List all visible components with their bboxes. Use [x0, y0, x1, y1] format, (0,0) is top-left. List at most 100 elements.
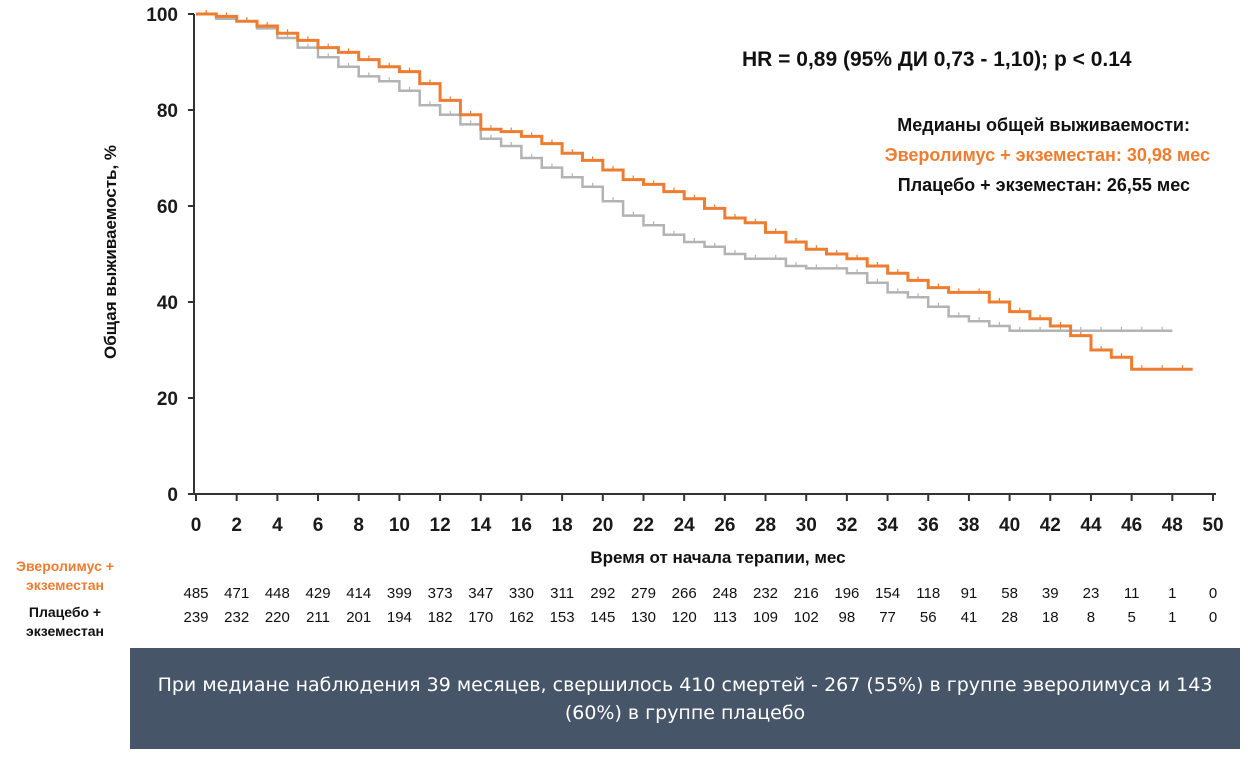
risk-row-label-placebo: Плацебо + экземестан: [26, 604, 104, 639]
risk-count: 279: [631, 585, 656, 602]
survival-curves: [196, 10, 1193, 371]
risk-count: 23: [1083, 585, 1100, 602]
risk-count: 77: [879, 609, 896, 626]
x-tick-label: 8: [353, 515, 364, 536]
risk-count: 145: [590, 609, 615, 626]
x-tick-label: 40: [999, 515, 1020, 536]
footer-summary: При медиане наблюдения 39 месяцев, сверш…: [130, 648, 1240, 749]
risk-count: 292: [590, 585, 615, 602]
y-tick-label: 60: [157, 197, 178, 218]
risk-count: 211: [306, 609, 330, 626]
x-tick-label: 50: [1202, 515, 1223, 536]
x-tick-label: 48: [1162, 515, 1183, 536]
x-tick-label: 46: [1121, 515, 1142, 536]
risk-count: 429: [306, 585, 331, 602]
risk-count: 347: [468, 585, 493, 602]
y-tick-label: 40: [157, 293, 178, 314]
x-tick-label: 16: [511, 515, 532, 536]
risk-count: 56: [920, 609, 937, 626]
x-tick-label: 20: [592, 515, 613, 536]
y-axis-title: Общая выживаемость, %: [101, 145, 120, 359]
y-tick-label: 20: [157, 389, 178, 410]
median-everolimus: Эверолимус + экземестан: 30,98 мес: [884, 145, 1210, 165]
x-tick-label: 14: [470, 515, 492, 536]
risk-row-everolimus: 485 471 448 429 414 399 373 347 330 311 292 279 266 2…: [183, 585, 1217, 602]
x-tick-label: 0: [191, 515, 202, 536]
risk-count: 399: [387, 585, 412, 602]
x-tick-label: 30: [796, 515, 817, 536]
risk-count: 28: [1001, 609, 1018, 626]
risk-count: 118: [916, 585, 940, 602]
risk-count: 220: [265, 609, 290, 626]
risk-count: 196: [834, 585, 859, 602]
risk-count: 471: [224, 585, 249, 602]
risk-count: 39: [1042, 585, 1059, 602]
y-tick-label: 0: [167, 485, 178, 506]
risk-count: 0: [1209, 585, 1217, 602]
x-tick-label: 10: [389, 515, 410, 536]
risk-count: 130: [631, 609, 656, 626]
risk-count: 11: [1124, 585, 1140, 602]
risk-count: 1: [1168, 609, 1176, 626]
x-tick-label: 4: [272, 515, 283, 536]
risk-count: 109: [753, 609, 778, 626]
risk-count: 154: [875, 585, 900, 602]
risk-count: 102: [794, 609, 819, 626]
risk-count: 448: [265, 585, 290, 602]
risk-count: 194: [387, 609, 412, 626]
risk-count: 1: [1168, 585, 1176, 602]
x-tick-label: 42: [1040, 515, 1061, 536]
median-placebo: Плацебо + экземестан: 26,55 мес: [897, 175, 1190, 195]
risk-count: 414: [346, 585, 371, 602]
risk-count: 248: [712, 585, 737, 602]
x-tick-label: 44: [1080, 515, 1102, 536]
risk-count: 266: [672, 585, 697, 602]
risk-count: 18: [1042, 609, 1059, 626]
footer-text: При медиане наблюдения 39 месяцев, сверш…: [157, 673, 1213, 724]
x-tick-label: 12: [430, 515, 451, 536]
x-tick-label: 18: [552, 515, 573, 536]
risk-row-label-everolimus: Эверолимус + экземестан: [16, 558, 114, 593]
everolimus-curve: [196, 12, 1193, 371]
risk-count: 232: [224, 609, 249, 626]
risk-row-placebo: 239 232 220 211 201 194 182 170 162 153 145 130 120 1…: [183, 609, 1217, 626]
y-tick-label: 80: [157, 101, 178, 122]
risk-count: 170: [468, 609, 493, 626]
risk-count: 162: [509, 609, 534, 626]
hazard-ratio-annotation: HR = 0,89 (95% ДИ 0,73 - 1,10); p < 0.14: [742, 48, 1132, 71]
risk-count: 239: [183, 609, 208, 626]
x-tick-label: 34: [877, 515, 899, 536]
x-tick-label: 36: [918, 515, 939, 536]
risk-count: 41: [961, 609, 978, 626]
risk-count: 182: [428, 609, 453, 626]
risk-count: 0: [1209, 609, 1217, 626]
x-tick-label: 28: [755, 515, 776, 536]
risk-count: 216: [794, 585, 819, 602]
risk-count: 311: [550, 585, 574, 602]
risk-count: 330: [509, 585, 534, 602]
risk-count: 232: [753, 585, 778, 602]
risk-count: 91: [961, 585, 978, 602]
y-axis-ticks: 0 20 40 60 80 100: [146, 5, 194, 506]
x-axis-title: Время от начала терапии, мес: [590, 548, 845, 567]
placebo-curve: [196, 12, 1173, 333]
risk-count: 153: [550, 609, 575, 626]
y-tick-label: 100: [146, 5, 178, 26]
x-tick-label: 32: [836, 515, 857, 536]
x-tick-label: 24: [674, 515, 696, 536]
risk-count: 113: [713, 609, 737, 626]
risk-count: 58: [1001, 585, 1018, 602]
risk-count: 485: [183, 585, 208, 602]
x-tick-label: 38: [958, 515, 979, 536]
risk-count: 201: [346, 609, 371, 626]
median-title: Медианы общей выживаемости:: [897, 115, 1190, 135]
risk-count: 5: [1127, 609, 1135, 626]
x-tick-label: 6: [313, 515, 324, 536]
risk-count: 98: [839, 609, 856, 626]
x-tick-label: 22: [633, 515, 654, 536]
x-axis-ticks: 0 2 4 6 8 10 12 14 16 18 20 22 24 26 28 30 32 34 36 38 40 42 4…: [191, 494, 1224, 536]
x-tick-label: 26: [714, 515, 735, 536]
x-tick-label: 2: [231, 515, 242, 536]
risk-count: 373: [428, 585, 453, 602]
